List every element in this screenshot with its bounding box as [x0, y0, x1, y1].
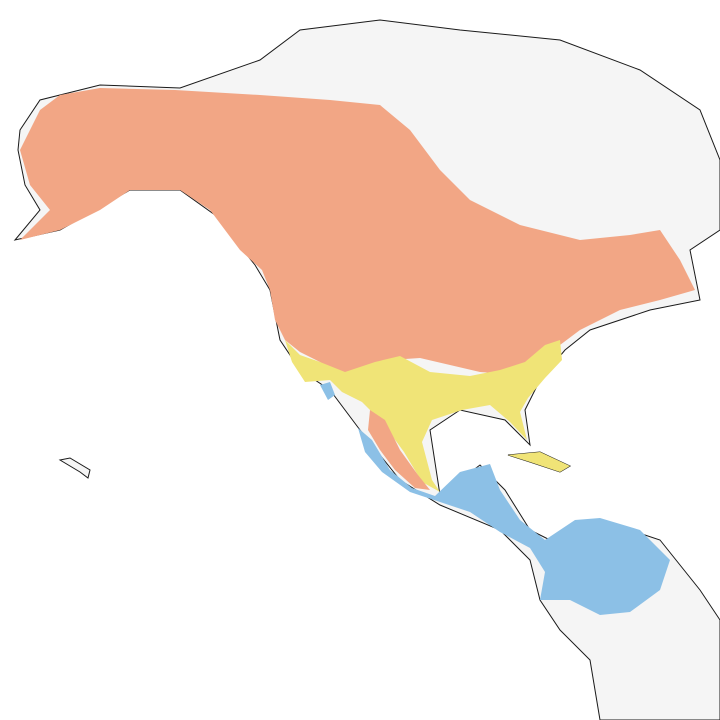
range-layers	[20, 88, 695, 615]
range-blue-baja	[320, 382, 335, 400]
range-yellow-south	[285, 340, 562, 492]
range-blue-central-south	[358, 428, 670, 615]
land-hawaii	[58, 457, 91, 479]
range-orange-north	[20, 88, 695, 375]
range-orange-mexico	[368, 410, 430, 490]
range-yellow-cuba	[508, 452, 570, 472]
